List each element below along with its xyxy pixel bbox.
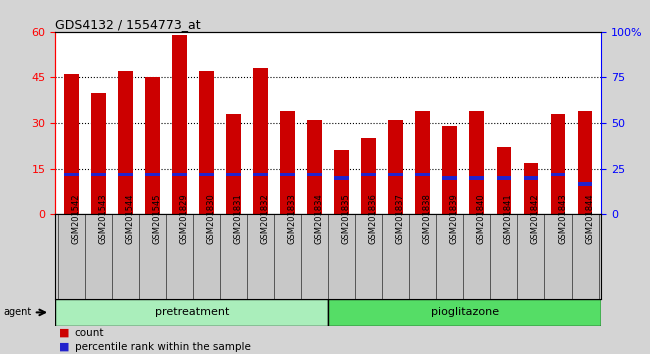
Text: GSM201834: GSM201834 [315,193,324,244]
Bar [226,173,241,177]
Bar [578,111,592,214]
Bar [254,173,268,177]
Text: GSM201543: GSM201543 [99,193,107,244]
Bar [199,72,214,214]
Bar [91,173,106,177]
Text: GSM201838: GSM201838 [423,193,432,244]
Text: ■: ■ [58,342,69,352]
Bar [415,173,430,177]
Bar [334,150,349,214]
Text: GSM201542: GSM201542 [72,193,81,244]
Text: pioglitazone: pioglitazone [431,307,499,318]
Bar [226,114,241,214]
Text: GSM201835: GSM201835 [342,193,351,244]
Bar [145,78,160,214]
Text: pretreatment: pretreatment [155,307,229,318]
FancyBboxPatch shape [55,299,328,326]
Bar [523,162,538,214]
Text: GSM201837: GSM201837 [396,193,405,244]
Bar [578,182,592,185]
Text: GDS4132 / 1554773_at: GDS4132 / 1554773_at [55,18,201,31]
Bar [497,147,512,214]
Bar [443,176,458,179]
Text: percentile rank within the sample: percentile rank within the sample [75,342,251,352]
Bar [523,176,538,179]
Bar [497,176,512,179]
Bar [389,120,403,214]
FancyBboxPatch shape [328,299,601,326]
Text: GSM201844: GSM201844 [585,193,594,244]
Bar [389,173,403,177]
Text: GSM201831: GSM201831 [233,193,242,244]
Text: ■: ■ [58,328,69,338]
Bar [443,126,458,214]
Bar [64,173,79,177]
Text: GSM201840: GSM201840 [477,193,486,244]
Bar [64,74,79,214]
Text: GSM201843: GSM201843 [558,193,567,244]
Text: GSM201842: GSM201842 [531,193,540,244]
Text: GSM201836: GSM201836 [369,193,378,244]
Bar [469,176,484,179]
Text: GSM201829: GSM201829 [179,193,188,244]
Text: count: count [75,328,104,338]
Bar [118,72,133,214]
Bar [172,173,187,177]
Text: GSM201830: GSM201830 [207,193,216,244]
Bar [254,68,268,214]
Bar [199,173,214,177]
Bar [172,35,187,214]
Text: GSM201832: GSM201832 [261,193,270,244]
Bar [145,173,160,177]
Bar [91,93,106,214]
Text: GSM201839: GSM201839 [450,193,459,244]
Bar [551,173,566,177]
Bar [307,173,322,177]
Bar [415,111,430,214]
Bar [361,138,376,214]
Text: GSM201545: GSM201545 [153,193,162,244]
Text: GSM201833: GSM201833 [288,193,296,244]
Bar [334,176,349,179]
Text: GSM201544: GSM201544 [125,193,135,244]
Bar [280,173,295,177]
Bar [551,114,566,214]
Bar [307,120,322,214]
Bar [361,173,376,177]
Bar [469,111,484,214]
Bar [118,173,133,177]
Text: agent: agent [3,307,31,318]
Text: GSM201841: GSM201841 [504,193,513,244]
Bar [280,111,295,214]
